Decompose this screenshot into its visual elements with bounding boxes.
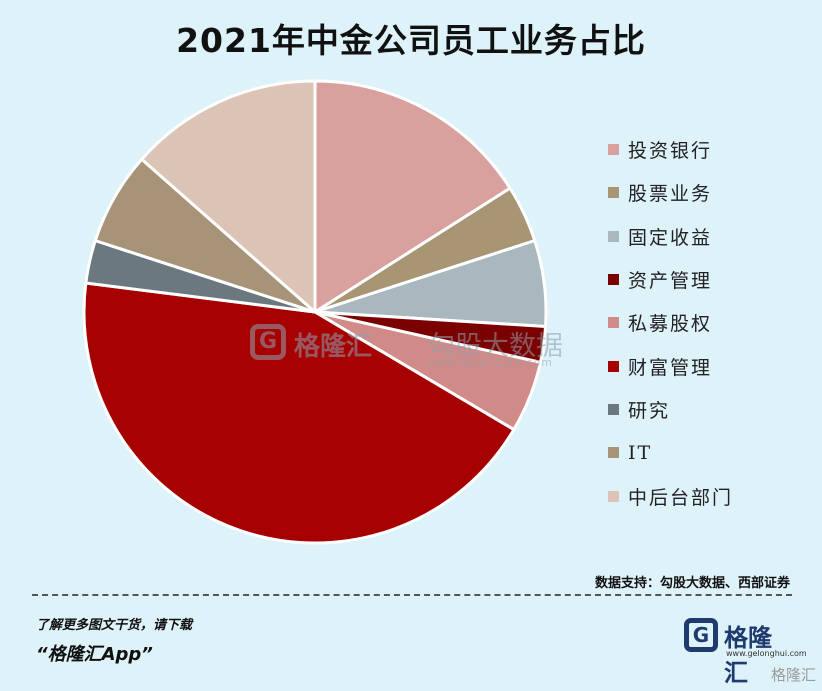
promo-app-name: “格隆汇App” [36, 644, 153, 665]
g-logo-icon: G [684, 618, 718, 652]
legend-label: 固定收益 [628, 226, 713, 249]
legend-item: IT [608, 431, 733, 474]
brand-url: www.gelonghui.com [726, 649, 807, 658]
legend-item: 股票业务 [608, 171, 733, 214]
legend-swatch [608, 403, 619, 415]
legend-label: IT [628, 441, 653, 464]
legend-label: 股票业务 [628, 183, 713, 206]
legend-swatch [608, 360, 619, 372]
legend-swatch [608, 490, 619, 502]
brand-logo[interactable]: G 格隆汇 www.gelonghui.com [684, 616, 807, 687]
legend-item: 私募股权 [608, 301, 733, 344]
source-note: 数据支持：勾股大数据、西部证券 [594, 576, 790, 591]
corner-watermark: 格隆汇 [770, 666, 816, 684]
divider [32, 594, 792, 596]
legend-item: 研究 [608, 388, 733, 431]
promo-text: 了解更多图文干货，请下载 [36, 618, 193, 633]
legend: 投资银行股票业务固定收益资产管理私募股权财富管理研究 IT 中后台部门 [608, 128, 733, 518]
legend-item: 财富管理 [608, 344, 733, 387]
legend-swatch [608, 144, 619, 156]
legend-label: 研究 [628, 399, 671, 422]
legend-label: 财富管理 [628, 356, 713, 379]
legend-label: 资产管理 [628, 270, 713, 293]
legend-item: 资产管理 [608, 258, 733, 301]
pie-slice-6 [82, 281, 516, 545]
legend-swatch [608, 274, 619, 286]
legend-swatch [608, 447, 619, 459]
legend-item: 投资银行 [608, 128, 733, 171]
legend-label: 中后台部门 [628, 486, 734, 509]
legend-swatch [608, 317, 619, 329]
legend-swatch [608, 230, 619, 242]
page-title: 2021年中金公司员工业务占比 [176, 21, 646, 60]
legend-item: 中后台部门 [608, 474, 733, 517]
legend-label: 私募股权 [628, 313, 713, 336]
legend-swatch [608, 187, 619, 199]
legend-label: 投资银行 [628, 140, 713, 163]
pie-slice-9 [140, 79, 317, 314]
pie-slice-1 [313, 79, 512, 314]
legend-item: 固定收益 [608, 215, 733, 258]
brand-name: 格隆汇 [724, 624, 772, 687]
